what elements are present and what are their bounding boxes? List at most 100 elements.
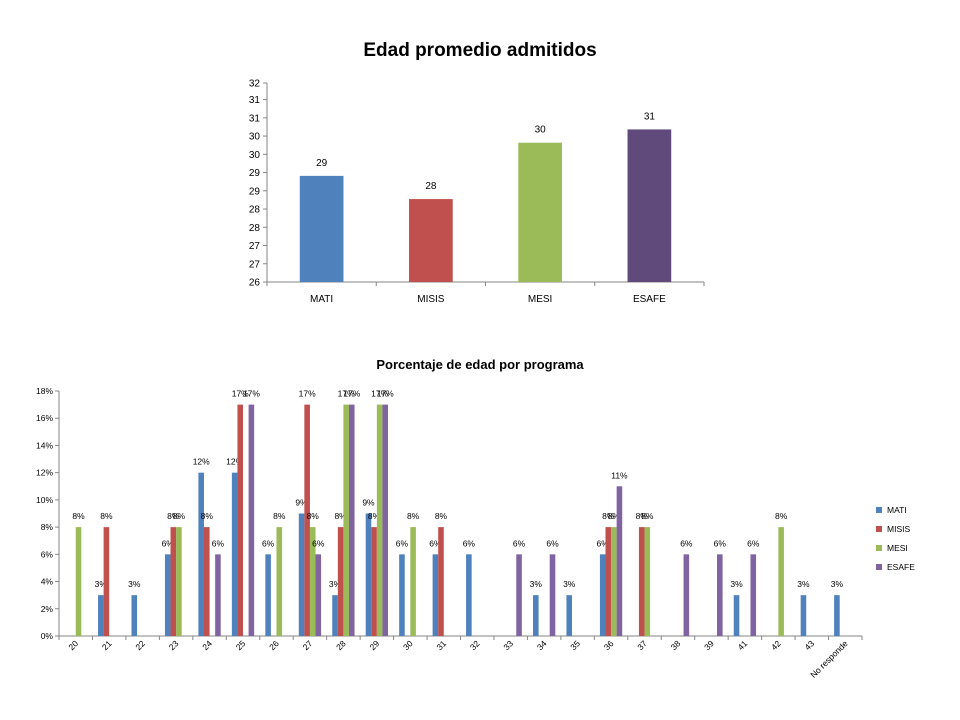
legend-label-mesi: MESI	[887, 542, 908, 553]
legend-swatch-mesi	[876, 544, 882, 551]
data-label-mati-28: 3%	[329, 579, 342, 589]
bar-esafe-34	[549, 554, 556, 636]
data-label-esafe-34: 6%	[546, 538, 559, 548]
y-tick-label: 18%	[36, 386, 53, 396]
legend-label-esafe: ESAFE	[887, 561, 915, 572]
bar-mati-31	[432, 554, 439, 636]
y-tick-label: 12%	[36, 468, 53, 478]
chart-legend: MATI MISIS MESI ESAFE	[876, 500, 915, 576]
legend-item-mesi: MESI	[876, 538, 915, 557]
bar-mesi-23	[176, 527, 182, 636]
data-label-esafe-41: 6%	[747, 538, 760, 548]
data-label-mati-29: 9%	[362, 498, 375, 508]
data-label-mesi-36: 8%	[608, 511, 621, 521]
bar-esafe-41	[750, 554, 757, 636]
data-label-misis-37: 8%	[636, 511, 649, 521]
bar-mati-35	[566, 595, 573, 636]
data-label-mati-24: 12%	[193, 457, 210, 467]
x-tick-label-25: 25	[234, 638, 248, 652]
bar-misis-28	[337, 527, 344, 636]
bar-esafe-39	[717, 554, 723, 636]
data-label-misis-36: 8%	[602, 511, 615, 521]
data-label-mesi: 30	[535, 125, 547, 136]
x-tick-label-28: 28	[334, 638, 348, 652]
data-label-misis-28: 8%	[334, 511, 347, 521]
bar-mati-no-responde	[834, 595, 840, 636]
data-label-esafe-29: 17%	[377, 389, 394, 399]
y-tick-label: 30	[249, 132, 261, 143]
y-tick-label: 32	[249, 79, 261, 90]
data-label-misis-23: 8%	[167, 511, 180, 521]
data-label-misis: 28	[425, 181, 437, 192]
y-tick-label: 30	[249, 150, 261, 161]
legend-label-mati: MATI	[887, 504, 907, 515]
bar-esafe-36	[616, 486, 623, 636]
x-tick-label-42: 42	[769, 638, 783, 652]
y-tick-label: 2%	[41, 604, 54, 614]
data-label-esafe-28: 17%	[343, 389, 360, 399]
x-tick-label-39: 39	[702, 638, 716, 652]
legend-label-misis: MISIS	[887, 523, 911, 534]
bar-mati-24	[198, 472, 204, 636]
data-label-misis-25: 17%	[232, 389, 249, 399]
bar-mesi-20	[75, 527, 82, 636]
data-label-esafe: 31	[644, 111, 656, 122]
bar-esafe-33	[516, 554, 522, 636]
bar-mesi-26	[276, 527, 283, 636]
bar-misis-21	[103, 527, 110, 636]
data-label-mati-23: 6%	[162, 538, 175, 548]
data-label-mati-35: 3%	[563, 579, 576, 589]
data-label-mati-43: 3%	[797, 579, 810, 589]
data-label-mati-25: 12%	[226, 457, 243, 467]
y-tick-label: 4%	[41, 577, 54, 587]
data-label-mesi-30: 8%	[407, 511, 420, 521]
bar-esafe-29	[382, 404, 389, 636]
bar-mati-26	[265, 554, 271, 636]
data-label-mati-27: 9%	[295, 498, 308, 508]
admitted-age-chart-title: Edad promedio admitidos	[363, 40, 597, 61]
y-tick-label: 6%	[41, 549, 54, 559]
data-label-misis-31: 8%	[435, 511, 448, 521]
bar-misis-24	[203, 527, 210, 636]
bar-mati-25	[231, 472, 238, 636]
bar-mati-22	[131, 595, 138, 636]
y-tick-label: 10%	[36, 495, 53, 505]
x-tick-label-24: 24	[200, 638, 214, 652]
x-tick-label-27: 27	[301, 638, 315, 652]
legend-item-mati: MATI	[876, 500, 915, 519]
data-label-esafe-39: 6%	[714, 538, 727, 548]
data-label-esafe-33: 6%	[513, 538, 526, 548]
data-label-esafe-38: 6%	[680, 538, 693, 548]
bar-mati-27	[298, 513, 305, 636]
bar-mati-29	[365, 513, 372, 636]
bar-mesi-29	[376, 404, 383, 636]
legend-swatch-mati	[876, 506, 882, 513]
data-label-esafe-36: 11%	[611, 470, 628, 480]
x-tick-label-esafe: ESAFE	[633, 294, 666, 305]
bar-esafe-27	[315, 554, 322, 636]
bar-mati-30	[399, 554, 405, 636]
bar-mati-41	[733, 595, 740, 636]
x-tick-label-31: 31	[434, 638, 448, 652]
bar-mati-36	[599, 554, 606, 636]
bar-misis-37	[638, 527, 645, 636]
y-tick-label: 26	[249, 278, 261, 289]
x-tick-label-32: 32	[468, 638, 482, 652]
x-tick-label-30: 30	[401, 638, 415, 652]
data-label-esafe-27: 6%	[312, 538, 325, 548]
data-label-mesi-42: 8%	[775, 511, 788, 521]
legend-swatch-esafe	[876, 563, 882, 570]
data-label-mati-32: 6%	[463, 538, 476, 548]
bar-mati-34	[532, 595, 539, 636]
data-label-mesi-26: 8%	[273, 511, 286, 521]
data-label-mati-34: 3%	[530, 579, 543, 589]
x-tick-label-21: 21	[100, 638, 114, 652]
bar-misis-27	[304, 404, 310, 636]
x-tick-label-20: 20	[66, 638, 80, 652]
y-tick-label: 14%	[36, 440, 53, 450]
bar-esafe-28	[348, 404, 355, 636]
data-label-misis-29: 8%	[368, 511, 381, 521]
y-tick-label: 27	[249, 259, 261, 270]
x-tick-label-37: 37	[635, 638, 649, 652]
